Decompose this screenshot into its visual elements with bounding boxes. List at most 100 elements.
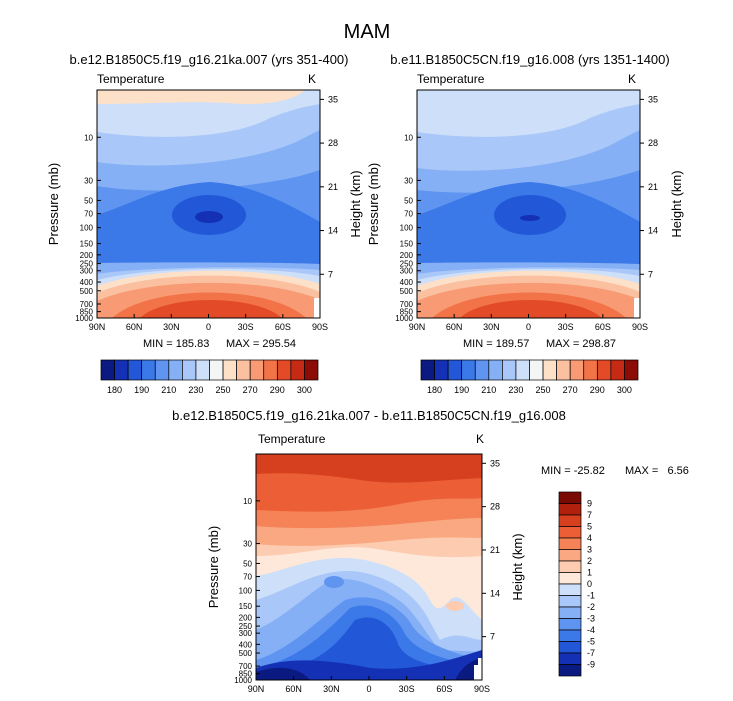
colorbar-swatch: [558, 526, 582, 539]
colorbar-swatch: [474, 359, 490, 381]
y-right-tick-label: 35: [490, 458, 500, 468]
colorbar-tick-label: 300: [617, 385, 632, 395]
units-label: K: [628, 72, 636, 86]
colorbar: 180 190 210 230 250 270 290 300: [420, 359, 639, 395]
y-tick-label: 150: [80, 240, 94, 249]
colorbar-swatch: [558, 629, 582, 642]
y-tick-label: 50: [243, 559, 252, 568]
y-tick-label: 100: [80, 224, 94, 233]
axis-ticks: 1030507010015020025030040050070085010003…: [234, 458, 500, 694]
contour-band: [324, 576, 344, 588]
contour-field: [256, 454, 482, 680]
colorbar-swatch: [290, 359, 305, 381]
y-tick-label: 700: [239, 662, 253, 671]
min-label: MIN = 189.57: [463, 338, 529, 350]
x-tick-label: 60N: [446, 322, 463, 332]
colorbar-swatch: [610, 359, 625, 381]
y-right-tick-label: 28: [490, 502, 500, 512]
y-axis-label: Pressure (mb): [46, 163, 61, 245]
contour-band: [520, 215, 540, 221]
colorbar-swatch: [558, 664, 582, 677]
colorbar-swatch: [263, 359, 278, 381]
x-tick-label: 30S: [399, 684, 415, 694]
colorbar-tick-label: 7: [587, 510, 592, 520]
units-label: K: [476, 432, 484, 446]
contour-band: [446, 601, 464, 611]
colorbar-tick-label: 250: [216, 385, 231, 395]
colorbar-swatch: [114, 359, 129, 381]
y-tick-label: 200: [239, 613, 253, 622]
panel-right: b.e11.B1850C5CN.f19_g16.008 (yrs 1351-14…: [366, 52, 684, 395]
panel-title: b.e12.B1850C5.f19_g16.21ka.007 (yrs 351-…: [70, 52, 349, 67]
x-tick-label: 60S: [436, 684, 452, 694]
colorbar: 97 54 32 10 -1-2 -3-4 -5-7 -9: [558, 491, 595, 677]
colorbar-swatch: [195, 359, 210, 381]
figure-title: MAM: [344, 21, 391, 43]
colorbar-swatch: [420, 359, 435, 381]
colorbar-tick-label: 210: [161, 385, 176, 395]
y-tick-label: 10: [84, 133, 93, 142]
missing-data: [474, 658, 482, 680]
y-right-tick-label: 28: [648, 138, 658, 148]
y-tick-label: 300: [80, 267, 94, 276]
panel-title: b.e11.B1850C5CN.f19_g16.008 (yrs 1351-14…: [390, 52, 669, 67]
colorbar-swatch: [276, 359, 292, 381]
colorbar-swatch: [154, 359, 170, 381]
axis-ticks: 1030507010015020025030040050070085010003…: [75, 94, 338, 332]
y-right-tick-label: 35: [328, 94, 338, 104]
colorbar-tick-label: -4: [587, 625, 595, 635]
max-label: MAX = 298.87: [546, 338, 616, 350]
min-label: MIN = 185.83: [143, 338, 209, 350]
y-tick-label: 50: [84, 196, 93, 205]
colorbar-swatch: [100, 359, 115, 381]
y-tick-label: 700: [80, 300, 94, 309]
colorbar-tick-label: 0: [587, 579, 592, 589]
colorbar-swatch: [558, 549, 582, 562]
y-tick-label: 30: [84, 176, 93, 185]
colorbar-swatch: [558, 652, 582, 665]
colorbar-swatch: [542, 359, 557, 381]
x-tick-label: 60S: [275, 322, 291, 332]
colorbar-swatch: [558, 491, 582, 504]
colorbar-swatch: [488, 359, 503, 381]
y-tick-label: 850: [239, 670, 253, 679]
x-tick-label: 30N: [483, 322, 500, 332]
colorbar-swatch: [558, 514, 582, 527]
contour-band: [256, 454, 482, 483]
y-tick-label: 150: [400, 240, 414, 249]
colorbar-tick-label: 210: [481, 385, 496, 395]
colorbar-tick-label: -2: [587, 602, 595, 612]
colorbar-tick-label: 300: [297, 385, 312, 395]
x-tick-label: 30S: [238, 322, 254, 332]
contour-band: [256, 650, 482, 680]
y-tick-label: 70: [243, 573, 252, 582]
colorbar-swatch: [434, 359, 449, 381]
y-tick-label: 100: [400, 224, 414, 233]
missing-data: [314, 298, 320, 318]
colorbar-tick-label: 180: [107, 385, 122, 395]
colorbar-tick-label: -7: [587, 648, 595, 658]
colorbar-tick-label: 180: [427, 385, 442, 395]
colorbar-tick-label: 1: [587, 568, 592, 578]
colorbar-swatch: [624, 359, 639, 381]
y-tick-label: 1000: [75, 314, 93, 323]
colorbar-swatch: [558, 606, 582, 619]
y-right-tick-label: 7: [648, 269, 653, 279]
y-axis-right-label: Height (km): [348, 170, 363, 237]
colorbar-tick-label: 2: [587, 556, 592, 566]
max-label: MAX = 6.56: [625, 465, 689, 477]
missing-data: [634, 298, 640, 318]
min-label: MIN = -25.82: [541, 465, 605, 477]
colorbar-swatch: [168, 359, 183, 381]
colorbar-swatch: [558, 560, 582, 573]
y-axis-label: Pressure (mb): [206, 526, 221, 608]
contour-field: [97, 90, 320, 318]
x-tick-label: 0: [206, 322, 211, 332]
x-tick-label: 90N: [409, 322, 426, 332]
colorbar-swatch: [583, 359, 598, 381]
colorbar-swatch: [447, 359, 463, 381]
max-label: MAX = 295.54: [226, 338, 296, 350]
y-axis-label: Pressure (mb): [366, 163, 381, 245]
y-right-tick-label: 14: [328, 226, 338, 236]
y-tick-label: 300: [400, 267, 414, 276]
